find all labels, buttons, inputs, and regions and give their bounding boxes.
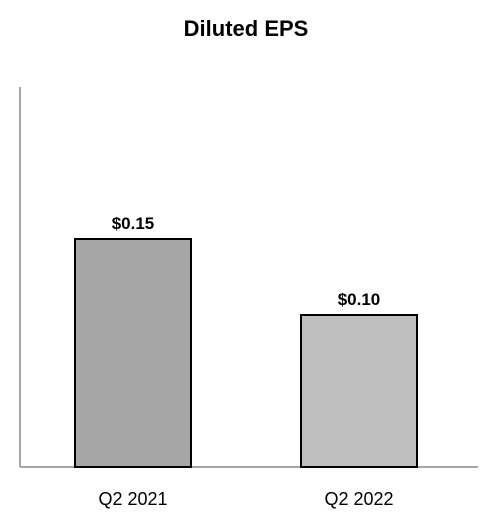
data-label: $0.15 [112,214,155,233]
data-label: $0.10 [338,290,381,309]
chart-title: Diluted EPS [183,16,309,41]
bar-q2-2022 [300,314,418,468]
x-tick-label: Q2 2022 [324,489,393,509]
bar-q2-2021 [74,238,192,468]
x-tick-label: Q2 2021 [98,489,167,509]
